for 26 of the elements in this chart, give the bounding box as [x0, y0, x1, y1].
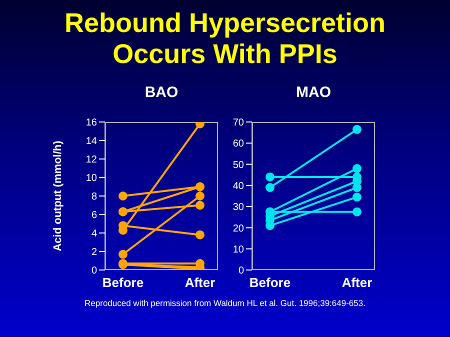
- y-tick-label: 30: [232, 202, 244, 214]
- y-tick-label: 4: [91, 228, 98, 240]
- y-tick-label: 0: [91, 266, 98, 277]
- y-tick-label: 6: [91, 210, 98, 222]
- text: Reproduced with permission from Waldum HL et al. Gut. 1996;39:649-653.: [84, 298, 366, 308]
- y-tick-label: 70: [232, 118, 244, 129]
- y-tick-label: 12: [86, 154, 98, 166]
- y-tick-label: 50: [232, 160, 244, 171]
- x-tick-label: After: [342, 275, 372, 290]
- y-tick-label: 60: [232, 138, 244, 150]
- y-tick-label: 10: [232, 244, 244, 256]
- y-tick-label: 0: [238, 266, 244, 277]
- x-tick-label: Before: [249, 275, 291, 290]
- chart-title: Rebound Hypersecretion Occurs With PPIs: [63, 8, 387, 70]
- y-tick-label: 20: [232, 223, 244, 234]
- y-tick-label: 16: [86, 118, 98, 129]
- y-tick-label: 8: [91, 192, 98, 203]
- y-tick-label: 40: [232, 180, 244, 192]
- chart-subtitle: BAO: [144, 84, 180, 101]
- y-tick-label: 2: [91, 247, 98, 258]
- y-tick-label: 10: [86, 173, 98, 184]
- x-tick-label: Before: [102, 275, 144, 290]
- x-tick-label: After: [184, 275, 216, 290]
- y-axis-title: Acid output (mmol/h): [52, 140, 64, 252]
- y-tick-label: 14: [86, 136, 98, 148]
- chart-title: MAO: [295, 84, 332, 101]
